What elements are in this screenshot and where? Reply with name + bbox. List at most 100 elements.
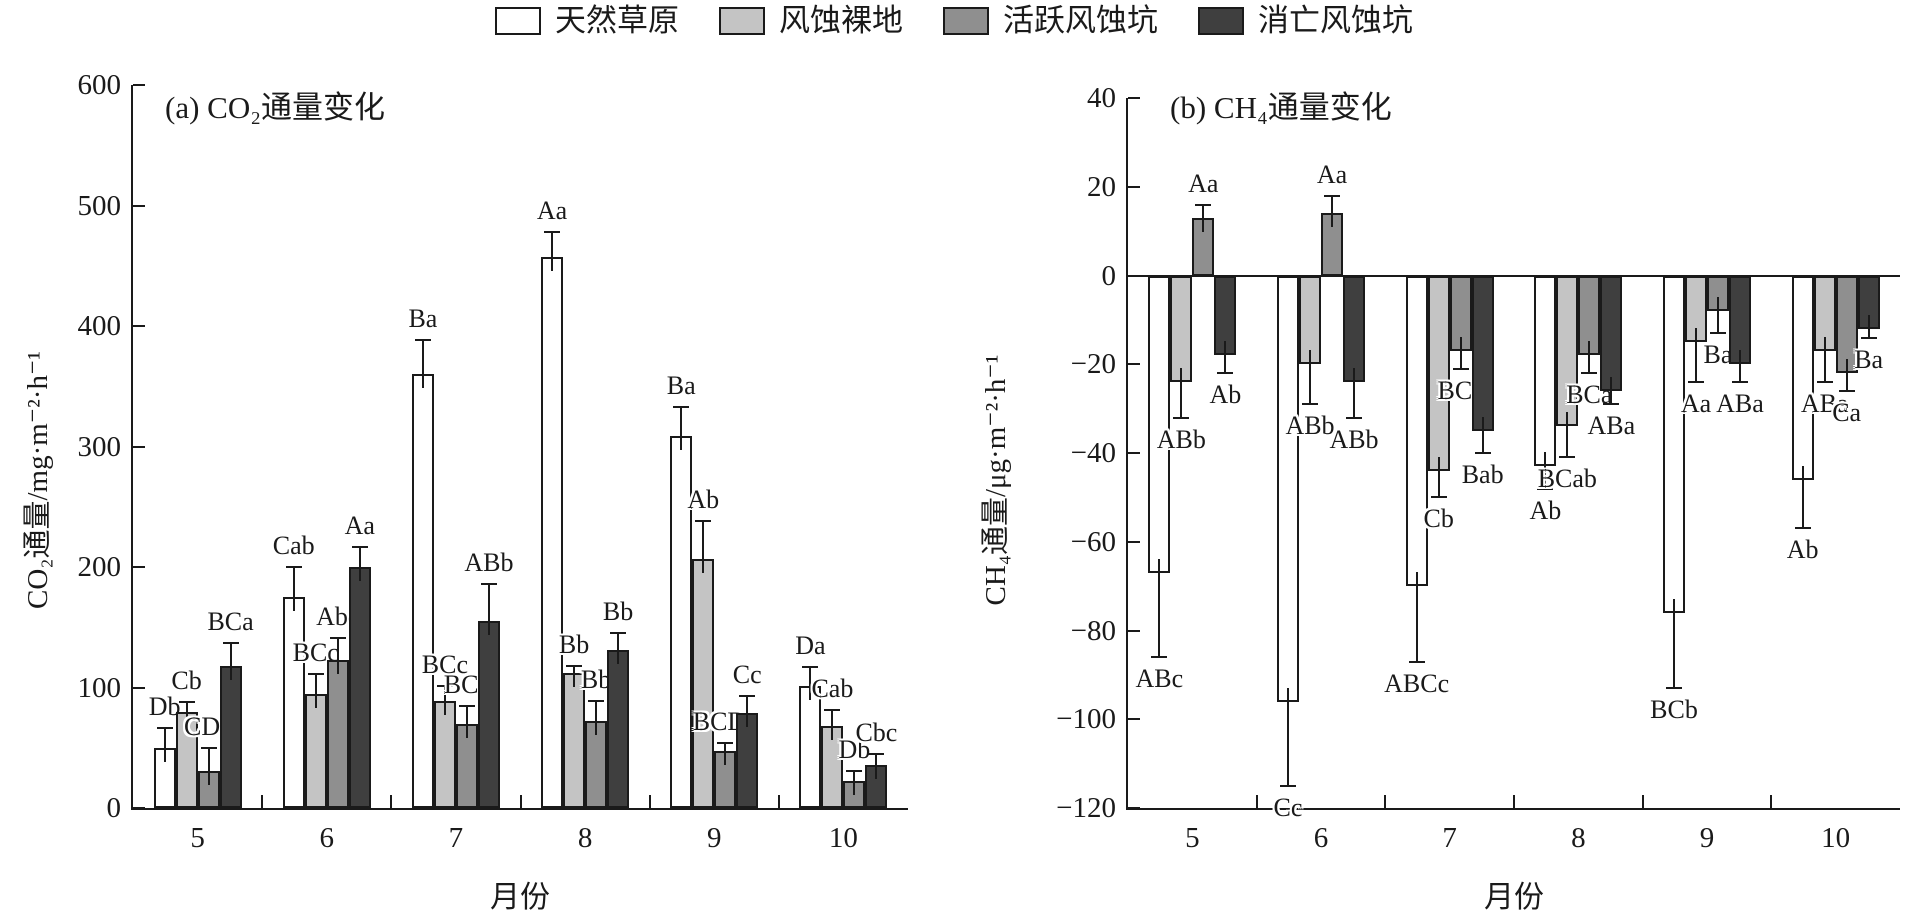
error-bar-stem: [1845, 359, 1848, 391]
error-bar-stem: [680, 406, 683, 450]
error-bar-stem: [1566, 412, 1569, 458]
x-tick: [648, 795, 651, 808]
significance-label: ABb: [1285, 411, 1335, 441]
x-tick-label: 10: [1821, 822, 1851, 854]
chart-b-y-axis-label: CH₄通量/μg·m⁻²·h⁻¹: [980, 354, 1012, 606]
significance-label: ABa: [1716, 389, 1764, 418]
significance-label: Da: [795, 631, 826, 660]
significance-label: BCc: [421, 650, 469, 680]
error-bar-stem: [1309, 350, 1311, 405]
error-bar-cap: [1537, 487, 1554, 490]
error-bar-stem: [487, 583, 490, 636]
legend-item-1: 风蚀裸地: [719, 4, 903, 38]
significance-label: BCa: [1566, 380, 1613, 410]
x-tick: [777, 795, 780, 808]
significance-label: Cab: [811, 674, 854, 704]
y-tick-label: 40: [1087, 82, 1116, 114]
significance-label: ABb: [1156, 424, 1206, 454]
x-tick-label: 6: [1313, 822, 1329, 854]
significance-label: ABb: [1329, 424, 1379, 454]
legend-swatch-icon: [719, 7, 765, 35]
significance-label: Ca: [1832, 397, 1862, 427]
legend-label: 消亡风蚀坑: [1258, 3, 1413, 38]
x-tick: [519, 795, 522, 808]
y-tick: [1128, 274, 1140, 277]
error-bar-cap: [544, 231, 561, 233]
zero-line: [1128, 274, 1900, 277]
bar-天然草原-month-6: [1277, 275, 1299, 702]
x-tick-label: 7: [1442, 822, 1457, 854]
error-bar-stem: [1481, 416, 1484, 453]
error-bar-stem: [1287, 687, 1289, 786]
x-tick: [1770, 795, 1773, 808]
y-tick: [1128, 363, 1140, 366]
x-tick: [1641, 795, 1644, 808]
error-bar-cap: [1732, 381, 1748, 383]
y-tick-label: 0: [106, 792, 122, 824]
significance-label: CDb: [184, 711, 234, 741]
significance-label: Bab: [1461, 460, 1504, 489]
error-bar-cap: [1324, 194, 1340, 197]
y-tick-label: −20: [1070, 348, 1116, 381]
error-bar-stem: [617, 633, 620, 665]
error-bar-cap: [1151, 656, 1168, 659]
error-bar-stem: [1867, 314, 1870, 338]
significance-label: BCa: [1437, 375, 1484, 405]
x-tick-label: 6: [319, 822, 335, 854]
y-tick-label: 400: [77, 310, 122, 342]
x-tick-label: 8: [1571, 822, 1586, 854]
error-bar-stem: [573, 665, 576, 688]
error-bar-cap: [1302, 403, 1318, 406]
y-tick-label: 600: [77, 69, 122, 101]
error-bar-cap: [802, 666, 819, 668]
x-tick-label: 9: [1699, 822, 1715, 854]
y-tick-label: −40: [1070, 437, 1116, 469]
y-tick: [1128, 452, 1140, 454]
error-bar-stem: [314, 674, 317, 708]
bar-天然草原-month-7: [411, 374, 434, 808]
error-bar-stem: [1224, 341, 1227, 374]
error-bar-stem: [358, 546, 361, 581]
error-bar-cap: [739, 694, 756, 697]
legend-item-3: 消亡风蚀坑: [1198, 4, 1413, 38]
bar-消亡风蚀坑-month-9: [736, 712, 759, 808]
error-bar-cap: [1408, 660, 1425, 663]
error-bar-stem: [185, 701, 188, 726]
error-bar-cap: [351, 545, 368, 548]
significance-label: Cc: [732, 659, 762, 689]
error-bar-cap: [824, 709, 841, 712]
significance-label: Cb: [171, 665, 202, 695]
error-bar-stem: [336, 638, 339, 674]
significance-label: Ab: [1529, 495, 1562, 525]
x-tick-label: 5: [190, 822, 205, 854]
error-bar-stem: [1331, 195, 1333, 228]
bar-消亡风蚀坑-month-8: [1600, 275, 1623, 391]
significance-label: Aa: [1316, 159, 1348, 189]
significance-label: Aa: [536, 196, 568, 225]
error-bar-stem: [1823, 336, 1826, 382]
error-bar-cap: [1794, 527, 1811, 530]
error-bar-cap: [222, 641, 239, 644]
y-tick: [133, 325, 145, 327]
significance-label: BCb: [1650, 695, 1698, 725]
significance-label: ABa: [1587, 411, 1636, 441]
error-bar-cap: [307, 673, 324, 676]
y-tick: [1128, 718, 1140, 721]
significance-label: ABa: [1800, 389, 1849, 418]
y-tick: [133, 445, 145, 448]
error-bar-cap: [1559, 456, 1576, 459]
error-bar-stem: [1739, 350, 1741, 382]
x-tick: [1384, 795, 1387, 808]
error-bar-cap: [610, 632, 627, 635]
error-bar-stem: [1202, 204, 1205, 232]
error-bar-stem: [421, 340, 424, 389]
error-bar-stem: [207, 747, 210, 785]
error-bar-cap: [1217, 372, 1234, 375]
y-tick: [133, 84, 145, 86]
error-bar-stem: [551, 232, 554, 272]
bar-消亡风蚀坑-month-5: [219, 665, 242, 808]
bar-天然草原-month-8: [541, 257, 564, 808]
significance-label: Aa: [344, 510, 375, 540]
significance-label: BCDc: [692, 706, 758, 736]
error-bar-stem: [1610, 376, 1613, 405]
